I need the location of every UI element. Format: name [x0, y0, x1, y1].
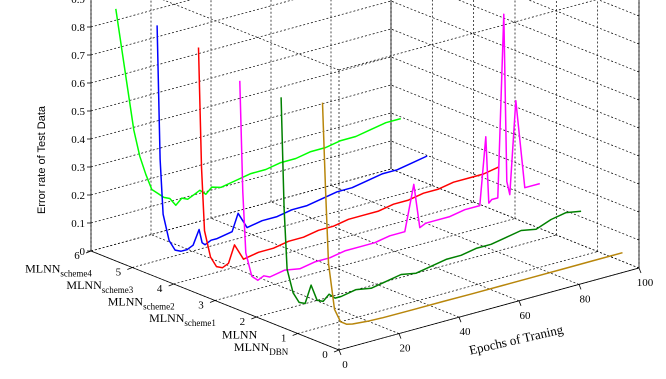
x-tick-mark [638, 267, 642, 274]
x-tick-mark [398, 333, 402, 339]
series-label-base: MLNN [222, 328, 258, 342]
z-tick-label: 0.9 [71, 0, 85, 6]
y-tick-mark [251, 316, 257, 320]
x-tick-label: 100 [637, 277, 654, 289]
back-wall-gridline [90, 140, 392, 224]
series-label-base: MLNN [25, 262, 61, 276]
z-tick-label: 0.3 [71, 162, 85, 174]
x-tick-label: 40 [460, 326, 472, 338]
side-wall-gridline [527, 0, 640, 45]
label-layer: 00.10.20.30.40.50.60.70.80.9102040608010… [25, 0, 654, 371]
z-tick-label: 0.7 [71, 50, 85, 62]
y-tick-label: 6 [74, 250, 80, 262]
x-tick-label: 20 [400, 343, 412, 355]
x-tick-mark [338, 349, 342, 356]
x-tick-mark [578, 284, 582, 290]
series-line [156, 25, 428, 252]
y-tick-label: 2 [240, 316, 246, 328]
z-tick-label: 0 [80, 246, 86, 258]
series-label: MLNNscheme1 [149, 311, 216, 328]
x-tick-label: 80 [580, 293, 592, 305]
floor-gridline [270, 201, 520, 302]
series-label-subscript: scheme2 [143, 302, 175, 312]
series-layer [115, 8, 623, 325]
side-wall-gridline [390, 168, 640, 269]
axis-box-edge [338, 0, 597, 71]
x-axis-label: Epochs of Traning [468, 321, 565, 357]
x-tick-label: 0 [342, 359, 348, 371]
x-tick-mark [518, 300, 522, 306]
series-label-base: MLNN [108, 295, 144, 309]
series-label: MLNN [222, 328, 258, 342]
side-wall-gridline [390, 28, 640, 129]
back-wall-gridline [90, 168, 392, 252]
y-tick-label: 3 [198, 300, 204, 312]
series-label-subscript: scheme1 [184, 318, 216, 328]
series-label: MLNNscheme3 [66, 278, 133, 295]
z-tick-label: 0.4 [71, 134, 85, 146]
series-line [321, 102, 623, 325]
series-line [239, 13, 540, 282]
y-tick-label: 4 [157, 283, 163, 295]
side-wall-gridline [390, 140, 640, 241]
series-label-base: MLNN [234, 340, 270, 354]
side-wall-gridline [457, 0, 640, 73]
y-tick-mark [333, 349, 340, 353]
grid-layer [90, 0, 640, 351]
side-wall-gridline [390, 0, 640, 101]
series-label-base: MLNN [66, 278, 102, 292]
floor-gridline [256, 234, 557, 318]
z-tick-label: 0.1 [71, 218, 85, 230]
x-tick-label: 60 [520, 310, 532, 322]
y-tick-label: 0 [322, 349, 328, 361]
floor-gridline [132, 185, 433, 268]
series-label-subscript: DBN [269, 347, 289, 357]
y-tick-mark [168, 283, 174, 287]
series-line [280, 97, 582, 305]
axis-box-edge [338, 267, 640, 351]
z-axis-label: Error rate of Test Data [36, 105, 48, 214]
z-tick-label: 0.6 [71, 78, 85, 90]
back-wall-gridline [90, 0, 392, 84]
z-tick-label: 0.5 [71, 106, 85, 118]
axis-box-edge [162, 0, 340, 71]
series-line [197, 47, 499, 269]
series-label: MLNNDBN [234, 340, 289, 357]
y-tick-mark [292, 333, 298, 336]
y-tick-mark [209, 300, 216, 303]
y-tick-mark [127, 267, 133, 270]
series-label: MLNNscheme4 [25, 262, 92, 279]
series-label-subscript: scheme4 [60, 269, 92, 279]
side-wall-gridline [390, 112, 640, 213]
back-wall-gridline [90, 0, 294, 56]
series-label: MLNNscheme2 [108, 295, 175, 312]
series-label-base: MLNN [149, 311, 185, 325]
floor-gridline [173, 201, 474, 285]
y-tick-label: 1 [281, 333, 287, 345]
series-label-subscript: scheme3 [102, 285, 134, 295]
z-tick-label: 0.8 [71, 22, 85, 34]
z-tick-label: 0.2 [71, 190, 85, 202]
x-tick-mark [458, 317, 462, 323]
floor-gridline [297, 251, 598, 334]
y-tick-label: 5 [116, 267, 122, 279]
floor-gridline [150, 234, 400, 334]
side-wall-gridline [390, 84, 640, 185]
y-tick-mark [85, 250, 92, 254]
